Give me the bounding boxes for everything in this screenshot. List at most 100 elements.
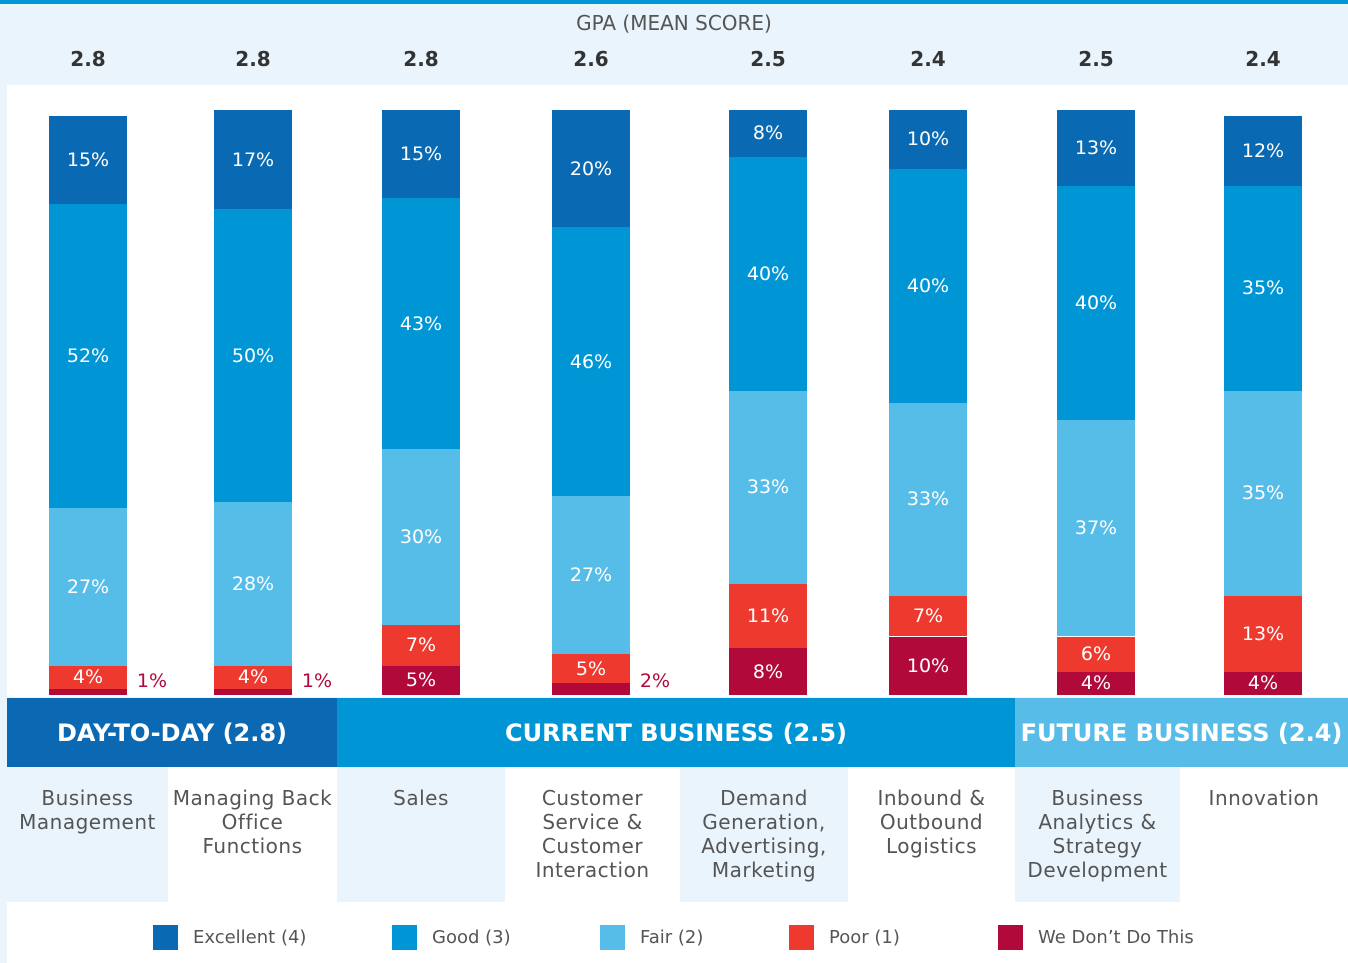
legend-swatch [998, 925, 1023, 950]
bar-segment [552, 496, 630, 655]
value-label: 40% [746, 262, 790, 285]
value-label: 13% [1241, 622, 1285, 645]
value-label: 35% [1241, 277, 1285, 300]
value-label: 35% [1241, 482, 1285, 505]
legend-swatch [153, 925, 178, 950]
legend-swatch [600, 925, 625, 950]
value-label: 30% [399, 526, 443, 549]
legend-label: Fair (2) [640, 927, 704, 948]
bar-segment [889, 595, 967, 637]
top-rule [0, 0, 1348, 4]
category-cell [337, 767, 505, 902]
category-cell [505, 767, 680, 902]
gpa-value: 2.8 [403, 47, 439, 71]
bar-segment [214, 689, 292, 695]
bar-segment [382, 624, 460, 666]
value-label: 40% [1074, 292, 1118, 315]
value-label: 37% [1074, 517, 1118, 540]
value-label: 11% [746, 605, 790, 628]
bar-segment [729, 156, 807, 391]
category-cell [680, 767, 848, 902]
value-label: 13% [1074, 137, 1118, 160]
bar-segment [552, 110, 630, 227]
bar-segment [1057, 636, 1135, 672]
gpa-value: 2.5 [1078, 47, 1114, 71]
category-cell [7, 767, 168, 902]
bar-segment [49, 507, 127, 666]
value-label: 15% [66, 148, 110, 171]
value-label: 5% [405, 669, 437, 692]
gpa-value: 2.5 [750, 47, 786, 71]
bar-segment [729, 583, 807, 649]
bar-segment [889, 636, 967, 695]
group-band: FUTURE BUSINESS (2.4) [1015, 698, 1348, 767]
bar-segment [889, 110, 967, 169]
value-label: 46% [569, 350, 613, 373]
value-label: 7% [912, 605, 944, 628]
gpa-title: GPA (MEAN SCORE) [576, 11, 772, 35]
category-label: Customer Service & Customer Interaction [535, 786, 650, 882]
value-label: 33% [746, 476, 790, 499]
value-label: 6% [1080, 643, 1112, 666]
category-cell [1015, 767, 1180, 902]
value-label: 27% [66, 575, 110, 598]
value-label: 28% [231, 572, 275, 595]
value-label: 15% [399, 142, 443, 165]
bar-segment [729, 648, 807, 695]
bar-segment [729, 110, 807, 157]
group-band: DAY-TO-DAY (2.8) [7, 698, 337, 767]
value-label: 4% [72, 666, 104, 689]
plot-area [7, 85, 1348, 697]
value-label: 7% [405, 634, 437, 657]
bar-segment [214, 665, 292, 690]
bar-segment [552, 227, 630, 497]
category-cell [848, 767, 1015, 902]
bar-segment [552, 654, 630, 684]
value-label: 1% [136, 670, 168, 692]
bar-segment [214, 501, 292, 666]
gpa-value: 2.4 [1245, 47, 1281, 71]
legend-swatch [392, 925, 417, 950]
bar-segment [1224, 115, 1302, 187]
bar-segment [729, 390, 807, 584]
category-label: Demand Generation, Advertising, Marketin… [701, 786, 827, 882]
value-label: 5% [575, 657, 607, 680]
value-label: 8% [752, 660, 784, 683]
bar-segment [214, 110, 292, 210]
bar-segment [1057, 110, 1135, 187]
bar-segment [49, 115, 127, 204]
bar-segment [1224, 671, 1302, 695]
category-label: Sales [393, 786, 449, 810]
value-label: 17% [231, 148, 275, 171]
legend-swatch [789, 925, 814, 950]
legend-label: Poor (1) [829, 927, 900, 948]
value-label: 27% [569, 564, 613, 587]
value-label: 20% [569, 157, 613, 180]
category-label: Managing Back Office Functions [172, 786, 333, 858]
value-label: 4% [237, 666, 269, 689]
bar-segment [49, 203, 127, 508]
value-label: 2% [639, 670, 671, 692]
category-label: Business Analytics & Strategy Developmen… [1027, 786, 1168, 882]
bar-segment [382, 449, 460, 625]
category-cell [1180, 767, 1348, 902]
gpa-value: 2.4 [910, 47, 946, 71]
category-label: Business Management [19, 786, 156, 834]
value-label: 8% [752, 122, 784, 145]
bar-segment [1224, 390, 1302, 596]
bar-segment [889, 168, 967, 403]
legend-label: We Don’t Do This [1038, 927, 1194, 948]
group-band: CURRENT BUSINESS (2.5) [337, 698, 1015, 767]
bar-segment [1057, 671, 1135, 695]
value-label: 4% [1247, 672, 1279, 695]
gpa-value: 2.8 [70, 47, 106, 71]
bar-segment [889, 402, 967, 596]
legend-label: Good (3) [432, 927, 511, 948]
value-label: 33% [906, 488, 950, 511]
bar-segment [552, 683, 630, 695]
bar-segment [49, 689, 127, 695]
gpa-value: 2.6 [573, 47, 609, 71]
bar-segment [49, 665, 127, 690]
category-cell [168, 767, 337, 902]
